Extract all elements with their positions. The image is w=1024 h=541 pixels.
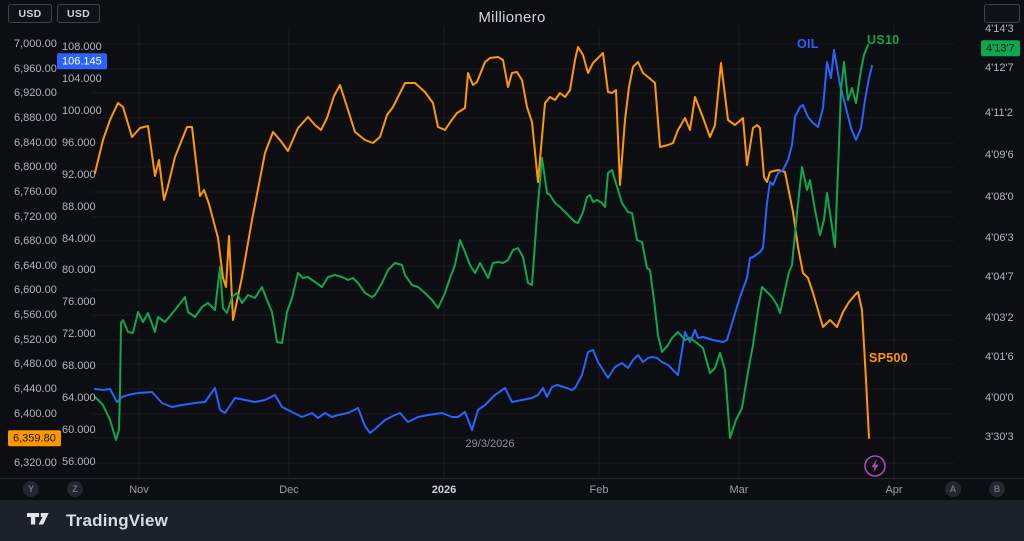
corner-button-z[interactable]: Z: [67, 481, 83, 497]
price-tick: 7,000.00: [14, 38, 57, 50]
price-tick: 76.000: [62, 296, 96, 308]
corner-button-y[interactable]: Y: [23, 481, 39, 497]
price-tick: 6,680.00: [14, 235, 57, 247]
price-tick: 6,760.00: [14, 186, 57, 198]
tradingview-logo-text: TradingView: [66, 510, 169, 530]
series-label-us10: US10: [867, 33, 900, 47]
price-tick: 4'04'7: [985, 271, 1014, 283]
time-tick-nov: Nov: [129, 484, 149, 496]
time-tick-apr: Apr: [885, 484, 903, 496]
price-tick: 3'30'3: [985, 431, 1014, 443]
price-tick: 6,320.00: [14, 457, 57, 469]
corner-button-a[interactable]: A: [945, 481, 961, 497]
last-price-badge-oil: 106.145: [57, 53, 107, 69]
last-price-badge-sp500: 6,359.80: [8, 430, 61, 446]
series-line-us10[interactable]: [94, 44, 869, 441]
price-tick: 84.000: [62, 233, 96, 245]
price-tick: 6,840.00: [14, 137, 57, 149]
price-tick: 4'08'0: [985, 191, 1014, 203]
lightning-mode-icon[interactable]: [862, 453, 888, 479]
tradingview-logo-icon: [27, 513, 49, 525]
price-tick: 64.000: [62, 392, 96, 404]
time-tick-feb: Feb: [589, 484, 609, 496]
price-tick: 4'11'2: [985, 107, 1013, 119]
footer-bar: TradingView: [0, 500, 1024, 541]
price-tick: 72.000: [62, 328, 96, 340]
price-tick: 60.000: [62, 424, 96, 436]
price-tick: 4'00'0: [985, 392, 1014, 404]
series-line-oil[interactable]: [94, 49, 873, 434]
price-tick: 6,440.00: [14, 383, 57, 395]
last-price-badge-us10: 4'13'7: [981, 40, 1020, 56]
price-tick: 108.000: [62, 41, 102, 53]
price-tick: 4'01'6: [985, 351, 1014, 363]
price-tick: 6,480.00: [14, 358, 57, 370]
price-tick: 6,720.00: [14, 211, 57, 223]
price-tick: 6,520.00: [14, 334, 57, 346]
chart-area[interactable]: 7,000.00 6,960.00 6,920.00 6,880.00 6,840.00…: [0, 0, 1024, 500]
price-tick: 104.000: [62, 73, 102, 85]
price-tick: 6,800.00: [14, 161, 57, 173]
price-tick: 80.000: [62, 264, 96, 276]
price-tick: 92.000: [62, 169, 96, 181]
price-tick: 4'14'3: [985, 23, 1014, 35]
top-right-button[interactable]: [984, 4, 1020, 23]
time-tick-dec: Dec: [279, 484, 299, 496]
price-tick: 68.000: [62, 360, 96, 372]
price-tick: 4'06'3: [985, 232, 1014, 244]
currency-button-1[interactable]: USD: [8, 4, 52, 23]
price-tick: 6,920.00: [14, 87, 57, 99]
price-tick: 6,960.00: [14, 63, 57, 75]
corner-button-b[interactable]: B: [989, 481, 1005, 497]
price-tick: 56.000: [62, 456, 96, 468]
time-tick-2026: 2026: [431, 484, 457, 496]
price-tick: 100.000: [62, 105, 102, 117]
series-label-oil: OIL: [797, 37, 819, 51]
series-line-sp500[interactable]: [94, 46, 870, 439]
time-axis[interactable]: Nov Dec 2026 Feb Mar Apr: [0, 478, 1024, 500]
price-tick: 4'09'6: [985, 149, 1014, 161]
series-label-sp500: SP500: [869, 351, 909, 365]
price-chart-canvas[interactable]: [0, 0, 1024, 500]
currency-button-2[interactable]: USD: [57, 4, 100, 23]
price-tick: 6,880.00: [14, 112, 57, 124]
price-tick: 6,560.00: [14, 309, 57, 321]
time-tick-mar: Mar: [729, 484, 749, 496]
price-tick: 6,600.00: [14, 284, 57, 296]
price-tick: 6,640.00: [14, 260, 57, 272]
price-tick: 6,400.00: [14, 408, 57, 420]
price-tick: 4'12'7: [985, 62, 1014, 74]
tradingview-logo[interactable]: TradingView: [27, 511, 168, 531]
price-tick: 96.000: [62, 137, 96, 149]
price-tick: 88.000: [62, 201, 96, 213]
price-tick: 4'03'2: [985, 312, 1014, 324]
date-label: 29/3/2026: [465, 438, 515, 450]
